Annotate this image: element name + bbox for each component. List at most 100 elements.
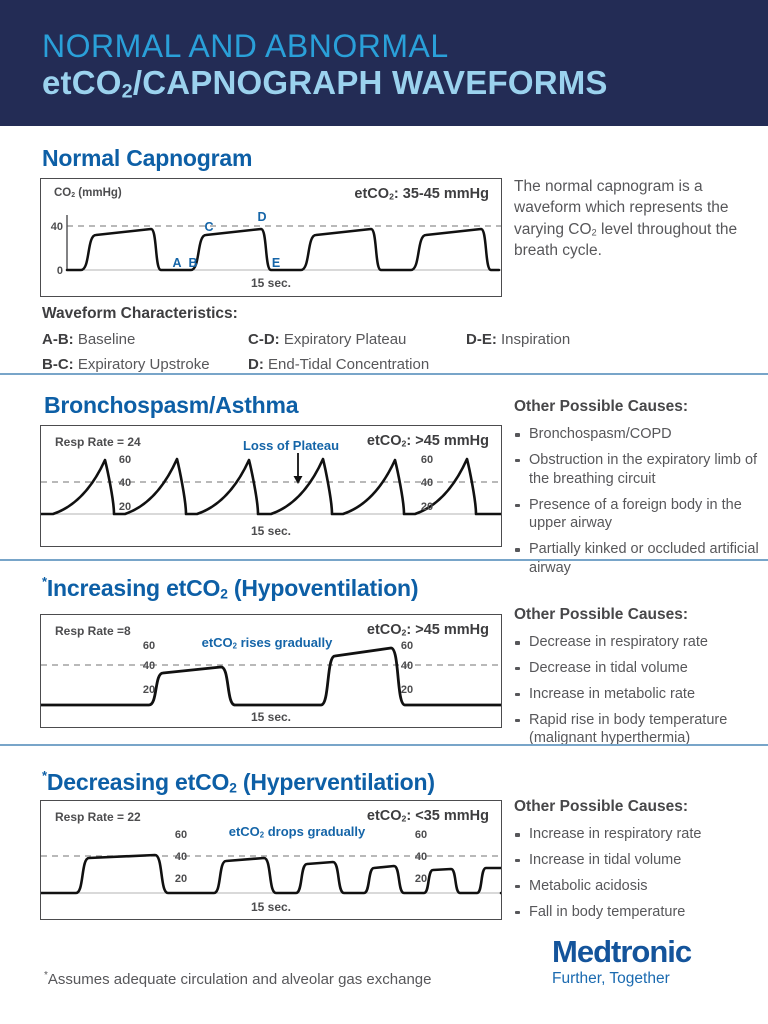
bullet-marker	[515, 858, 520, 863]
bullet-marker	[515, 458, 520, 463]
bullet-marker	[515, 884, 520, 889]
other-causes-title: Other Possible Causes:	[514, 798, 689, 815]
cause-item: Presence of a foreign body in the upper …	[514, 496, 760, 534]
time-span-label: 15 sec.	[250, 900, 292, 914]
bullet-marker	[515, 910, 520, 915]
hyperventilation-waveform-svg: 60 40 20 60 40 20	[41, 829, 501, 895]
waveform-characteristics-list: A-B: Baseline B-C: Expiratory Upstroke C-D…	[42, 331, 742, 381]
resp-rate-label: Resp Rate = 24	[55, 435, 141, 449]
header-banner: NORMAL AND ABNORMAL etCO2/CAPNOGRAPH WAV…	[0, 0, 768, 126]
section-divider	[0, 744, 768, 746]
svg-text:60: 60	[143, 640, 155, 652]
svg-text:0: 0	[57, 265, 63, 277]
svg-text:40: 40	[421, 477, 433, 489]
hypoventilation-causes-list: Decrease in respiratory rate Decrease in …	[514, 633, 760, 748]
hypoventilation-waveform-svg: 60 40 20 60 40 20	[41, 640, 501, 707]
bullet-marker	[515, 641, 520, 645]
svg-text:40: 40	[175, 851, 187, 863]
bronchospasm-waveform-svg: 60 40 20 60 40 20	[41, 453, 501, 516]
characteristic-item: C-D: Expiratory Plateau	[248, 331, 407, 348]
bronchospasm-causes-list: Bronchospasm/COPD Obstruction in the expi…	[514, 425, 760, 578]
characteristic-item: B-C: Expiratory Upstroke	[42, 356, 210, 373]
medtronic-tagline: Further, Together	[552, 969, 670, 987]
svg-text:40: 40	[119, 477, 131, 489]
cause-item: Increase in respiratory rate	[514, 825, 760, 844]
hyperventilation-chart: 60 40 20 60 40 20 Resp Rate = 22 etCO2: <35 m…	[40, 800, 502, 920]
etco2-range-label: etCO2: >45 mmHg	[366, 433, 489, 449]
svg-text:E: E	[272, 256, 280, 270]
time-span-label: 15 sec.	[250, 710, 292, 724]
bullet-marker	[515, 692, 520, 697]
drops-gradually-annotation: etCO2 drops gradually	[228, 824, 366, 840]
section-divider	[0, 373, 768, 375]
svg-text:B: B	[188, 256, 197, 270]
cause-item: Increase in metabolic rate	[514, 685, 760, 704]
time-span-label: 15 sec.	[250, 276, 292, 290]
cause-item: Bronchospasm/COPD	[514, 425, 760, 444]
header-line2-pre: etCO	[42, 64, 122, 101]
normal-capnogram-chart: 40 0 A B C D E CO2 (mmHg) etCO2: 35-45 mmHg 15…	[40, 178, 502, 297]
svg-text:60: 60	[415, 829, 427, 841]
loss-of-plateau-annotation: Loss of Plateau	[242, 438, 340, 453]
svg-text:60: 60	[175, 829, 187, 841]
y-axis-label: CO2 (mmHg)	[54, 187, 122, 200]
etco2-range-label: etCO2: 35-45 mmHg	[354, 186, 489, 202]
svg-text:60: 60	[119, 454, 131, 466]
characteristic-item: D-E: Inspiration	[466, 331, 571, 348]
svg-text:D: D	[257, 210, 266, 224]
svg-text:60: 60	[401, 640, 413, 652]
cause-item: Increase in tidal volume	[514, 851, 760, 870]
section-title-normal-capnogram: Normal Capnogram	[42, 145, 253, 171]
normal-description-column: The normal capnogram is a waveform which…	[514, 176, 760, 262]
bronchospasm-chart: 60 40 20 60 40 20 Resp Rate = 24 etCO2: >45 m…	[40, 425, 502, 547]
resp-rate-label: Resp Rate =8	[55, 624, 131, 638]
section-divider	[0, 559, 768, 561]
cause-item: Partially kinked or occluded artificial …	[514, 540, 760, 578]
waveform-characteristics-title: Waveform Characteristics:	[42, 305, 238, 322]
svg-text:20: 20	[421, 501, 433, 513]
svg-text:40: 40	[143, 660, 155, 672]
footnote: *Assumes adequate circulation and alveol…	[44, 970, 432, 988]
cause-item: Fall in body temperature	[514, 903, 760, 922]
etco2-range-label: etCO2: <35 mmHg	[366, 808, 489, 824]
bullet-marker	[515, 433, 520, 437]
bullet-marker	[515, 666, 520, 671]
other-causes-title: Other Possible Causes:	[514, 606, 689, 623]
characteristic-item: A-B: Baseline	[42, 331, 136, 348]
bullet-marker	[515, 548, 520, 552]
svg-text:40: 40	[51, 221, 63, 233]
section-title-decreasing-etco2: *Decreasing etCO2 (Hyperventilation)	[42, 768, 435, 796]
bullet-marker	[515, 718, 520, 723]
bullet-marker	[515, 503, 520, 508]
hyperventilation-causes-list: Increase in respiratory rate Increase in …	[514, 825, 760, 921]
section-title-bronchospasm: Bronchospasm/Asthma	[44, 392, 299, 418]
svg-text:20: 20	[143, 684, 155, 696]
hypoventilation-chart: 60 40 20 60 40 20 Resp Rate =8 etCO2: >45 mmH…	[40, 614, 502, 728]
medtronic-logo: Medtronic Further, Together	[552, 934, 692, 988]
svg-text:60: 60	[421, 454, 433, 466]
cause-item: Metabolic acidosis	[514, 877, 760, 896]
svg-text:20: 20	[415, 873, 427, 885]
svg-text:20: 20	[175, 873, 187, 885]
cause-item: Rapid rise in body temperature (malignan…	[514, 711, 760, 749]
cause-item: Decrease in respiratory rate	[514, 633, 760, 652]
bronchospasm-causes-column: Other Possible Causes: Bronchospasm/COPD…	[514, 398, 760, 585]
header-title-line2: etCO2/CAPNOGRAPH WAVEFORMS	[42, 64, 608, 104]
etco2-range-label: etCO2: >45 mmHg	[366, 622, 489, 638]
rises-gradually-annotation: etCO2 rises gradually	[201, 635, 333, 651]
section-title-increasing-etco2: *Increasing etCO2 (Hypoventilation)	[42, 574, 419, 602]
normal-waveform-svg: 40 0 A B C D E	[51, 210, 501, 277]
header-line2-post: /CAPNOGRAPH WAVEFORMS	[132, 64, 608, 101]
cause-item: Obstruction in the expiratory limb of th…	[514, 451, 760, 489]
medtronic-wordmark: Medtronic	[552, 934, 692, 969]
svg-text:C: C	[204, 220, 213, 234]
svg-text:20: 20	[119, 501, 131, 513]
time-span-label: 15 sec.	[250, 524, 292, 538]
cause-item: Decrease in tidal volume	[514, 659, 760, 678]
svg-text:40: 40	[415, 851, 427, 863]
svg-text:20: 20	[401, 684, 413, 696]
waveform-characteristics: Waveform Characteristics: A-B: Baseline B…	[42, 305, 742, 381]
resp-rate-label: Resp Rate = 22	[55, 810, 141, 824]
bullet-marker	[515, 833, 520, 837]
